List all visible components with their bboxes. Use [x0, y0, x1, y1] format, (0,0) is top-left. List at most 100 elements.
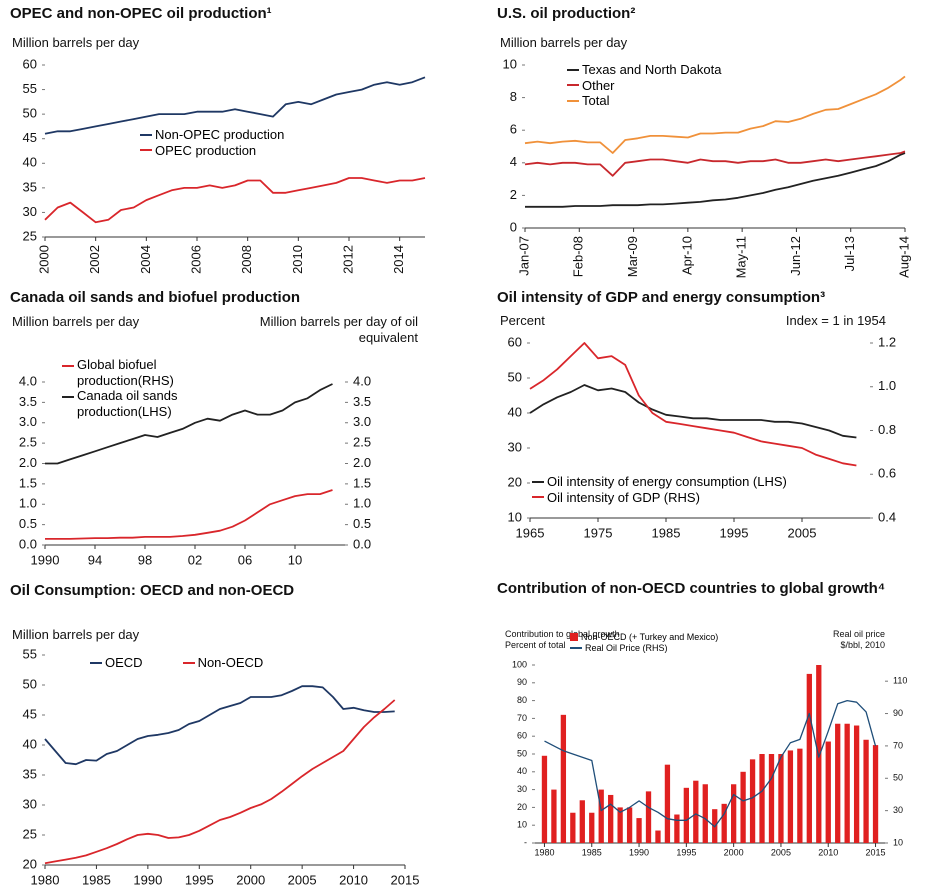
- y-tick-label: 90: [517, 677, 527, 687]
- line: [44, 685, 395, 766]
- legend: Global biofuel production(RHS) Canada oil…: [62, 357, 252, 419]
- bar: [702, 784, 708, 843]
- y-tick-label: 30: [508, 439, 522, 454]
- y-tick-label: 50: [23, 106, 37, 121]
- y2-tick-label: 1.2: [878, 334, 896, 349]
- x-tick-label: 1985: [652, 525, 681, 540]
- y2-tick-label: 110: [893, 676, 907, 686]
- axis-label: Contribution to global growth Percent of …: [505, 629, 705, 652]
- y2-tick-label: 30: [893, 805, 903, 815]
- legend: Oil intensity of energy consumption (LHS…: [532, 474, 787, 505]
- axis-label-line: Percent: [500, 313, 545, 328]
- x-tick-label: 2010: [290, 245, 305, 274]
- y-tick-label: 20: [508, 474, 522, 489]
- legend-swatch: [570, 633, 578, 642]
- line: [524, 75, 906, 154]
- axis-label-line: Million barrels per day: [12, 35, 140, 50]
- y-tick-label: 40: [23, 736, 37, 751]
- y-tick-label: 55: [23, 646, 37, 661]
- y-tick-label: 1.5: [19, 475, 37, 490]
- y-tick-label: 30: [23, 796, 37, 811]
- line: [44, 76, 426, 135]
- y2-tick-label: 2.5: [353, 435, 371, 450]
- x-tick-label: 1985: [582, 847, 602, 857]
- legend-entry: Oil intensity of energy consumption (LHS…: [532, 474, 787, 490]
- line: [529, 342, 857, 467]
- x-tick-label: 10: [288, 552, 302, 567]
- legend-swatch: [570, 647, 582, 650]
- y-tick-label: 50: [508, 369, 522, 384]
- bar: [636, 818, 642, 843]
- x-tick-label: 1985: [82, 872, 111, 887]
- x-tick-label: 1995: [185, 872, 214, 887]
- line: [529, 384, 857, 439]
- chart-title: Oil Consumption: OECD and non-OECD: [10, 582, 295, 599]
- axis-label: Real oil price $/bbl, 2010: [740, 629, 885, 652]
- x-tick-label: Apr-10: [679, 236, 694, 275]
- x-tick-label: 1995: [720, 525, 749, 540]
- x-tick-label: 2004: [138, 245, 153, 274]
- y2-tick-label: 1.0: [353, 496, 371, 511]
- y-tick-label: 60: [508, 334, 522, 349]
- axis-label: Million barrels per day of oil equivalen…: [258, 314, 418, 347]
- axis-label: Index = 1 in 1954: [690, 313, 886, 329]
- bar: [674, 814, 680, 843]
- axis-label: Million barrels per day: [12, 627, 312, 643]
- y2-tick-label: 0.6: [878, 466, 896, 481]
- line: [45, 489, 333, 540]
- y2-tick-label: 3.0: [353, 414, 371, 429]
- y2-tick-label: 3.5: [353, 394, 371, 409]
- chart-title: U.S. oil production²: [497, 5, 636, 22]
- y-tick-label: -: [524, 837, 527, 847]
- y-tick-label: 100: [512, 659, 527, 669]
- x-tick-label: 2005: [288, 872, 317, 887]
- legend-entry: Real Oil Price (RHS): [570, 643, 718, 654]
- y-tick-label: 50: [23, 676, 37, 691]
- axis-label: Million barrels per day: [500, 35, 800, 51]
- y-tick-label: 0: [510, 219, 517, 234]
- axis-label-line: Million barrels per day: [12, 314, 140, 329]
- legend-entry: Oil intensity of GDP (RHS): [532, 490, 787, 506]
- x-tick-label: 1980: [31, 872, 60, 887]
- line: [44, 177, 426, 224]
- legend-swatch: [140, 133, 152, 136]
- axis-label-line: Million barrels per day of oil equivalen…: [259, 314, 418, 346]
- y-tick-label: 8: [510, 89, 517, 104]
- line: [524, 150, 906, 177]
- x-tick-label: 1990: [629, 847, 649, 857]
- x-tick-label: 2015: [391, 872, 420, 887]
- legend-label: Non-OPEC production: [155, 127, 285, 142]
- y-tick-label: 40: [508, 404, 522, 419]
- legend-label: Texas and North Dakota: [582, 62, 722, 77]
- axis-label: Percent: [500, 313, 700, 329]
- x-tick-label: 2015: [866, 847, 886, 857]
- legend-swatch: [62, 365, 74, 367]
- y2-tick-label: 0.0: [353, 536, 371, 551]
- legend-swatch: [140, 149, 152, 152]
- axis-label-line: Million barrels per day: [500, 35, 628, 50]
- y-tick-label: 3.5: [19, 394, 37, 409]
- legend-swatch: [90, 661, 102, 664]
- bar: [598, 789, 604, 843]
- chart-title: OPEC and non-OPEC oil production¹: [10, 5, 272, 22]
- bar: [778, 754, 784, 843]
- legend-swatch: [567, 99, 579, 102]
- bar: [664, 764, 671, 843]
- bar: [806, 673, 812, 843]
- x-tick-label: 1975: [584, 525, 613, 540]
- legend-label: Non-OECD: [197, 655, 264, 670]
- x-tick-label: Mar-09: [625, 236, 640, 277]
- legend-entry: Other: [567, 78, 721, 94]
- y-tick-label: 20: [23, 856, 37, 871]
- axis-label: Million barrels per day: [12, 314, 172, 330]
- x-tick-label: Aug-14: [896, 236, 911, 278]
- y-tick-label: 0.0: [19, 536, 37, 551]
- y-tick-label: 45: [23, 130, 37, 145]
- bar: [787, 750, 794, 843]
- y-tick-label: 30: [517, 784, 527, 794]
- legend: Non-OECD (+ Turkey and Mexico) Real Oil P…: [570, 632, 718, 654]
- x-tick-label: 2014: [391, 245, 406, 274]
- legend-label: Canada oil sands production(LHS): [77, 388, 178, 419]
- legend-swatch: [182, 661, 195, 664]
- axis-label-line: Real oil price: [832, 629, 885, 639]
